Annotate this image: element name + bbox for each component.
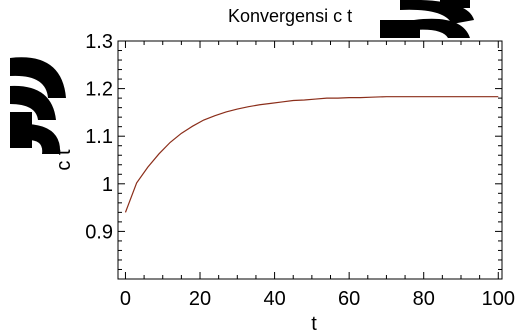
y-tick-label: 1.1 xyxy=(85,126,113,148)
x-tick-label: 100 xyxy=(482,288,515,310)
x-axis-label: t xyxy=(311,313,317,334)
x-axis: 0 20 40 60 80 100 xyxy=(120,41,515,310)
x-tick-label: 60 xyxy=(338,288,360,310)
logo-right xyxy=(380,0,474,38)
y-tick-label: 0.9 xyxy=(85,221,113,243)
logo-left xyxy=(10,57,66,154)
chart-title: Konvergensi c t xyxy=(228,6,352,26)
y-tick-label: 1 xyxy=(102,174,113,196)
y-tick-label: 1.3 xyxy=(85,31,113,53)
y-axis: 0.9 1 1.1 1.2 1.3 xyxy=(85,31,502,280)
x-tick-label: 40 xyxy=(263,288,285,310)
series-line xyxy=(124,96,499,213)
y-tick-label: 1.2 xyxy=(85,79,113,101)
series-layer xyxy=(124,96,499,213)
x-tick-label: 20 xyxy=(189,288,211,310)
x-tick-label: 80 xyxy=(413,288,435,310)
plot-frame xyxy=(117,40,503,280)
x-tick-label: 0 xyxy=(120,288,131,310)
y-axis-label: c t xyxy=(53,149,75,171)
